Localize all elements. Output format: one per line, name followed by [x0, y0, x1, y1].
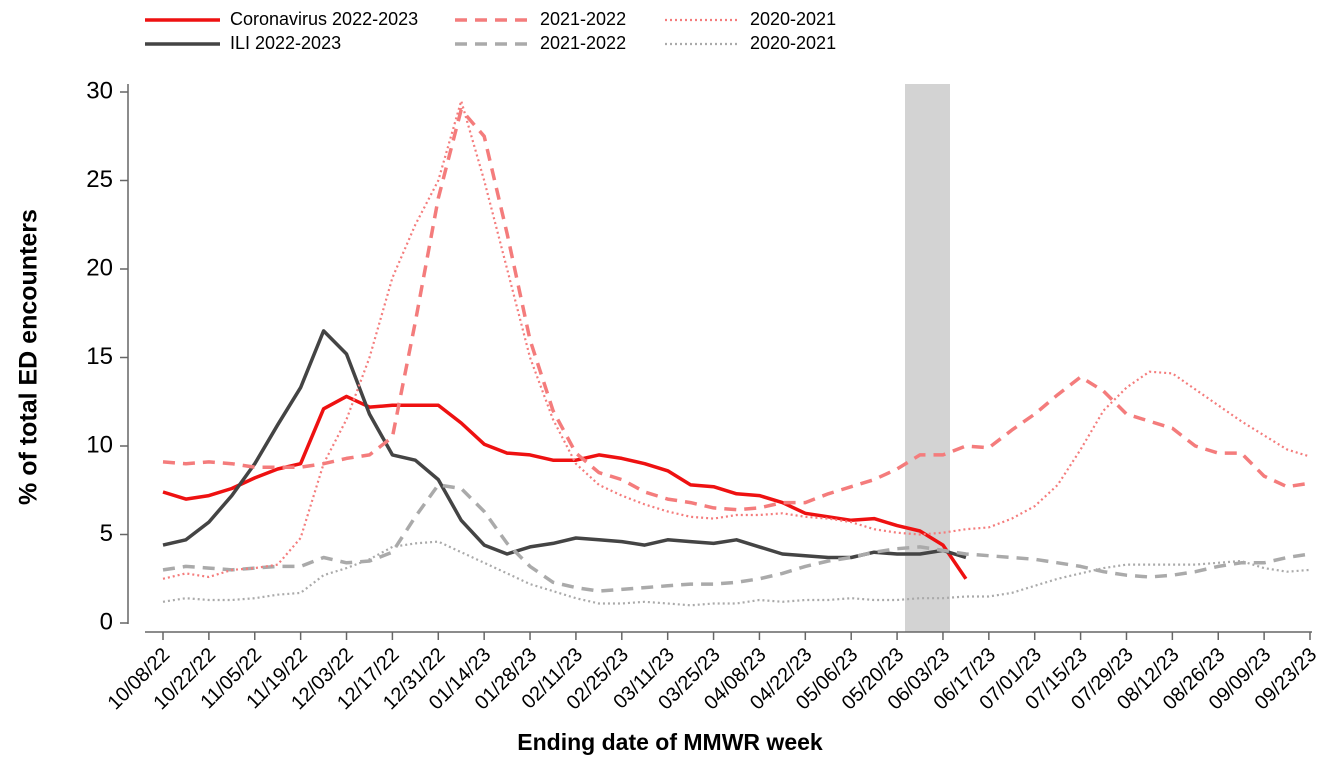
- shaded-band: [905, 84, 950, 632]
- legend-label: Coronavirus 2022-2023: [230, 9, 418, 29]
- y-tick-label: 5: [100, 520, 113, 547]
- legend-label: 2020-2021: [750, 9, 836, 29]
- legend-label: 2021-2022: [540, 9, 626, 29]
- legend-label: 2020-2021: [750, 33, 836, 53]
- y-axis-title: % of total ED encounters: [15, 209, 43, 505]
- y-tick-label: 0: [100, 608, 113, 635]
- legend-label: ILI 2022-2023: [230, 33, 341, 53]
- series-line: [162, 540, 1311, 607]
- series-line: [162, 107, 1311, 512]
- y-tick-label: 15: [86, 343, 113, 370]
- series-line: [162, 329, 967, 560]
- series-line: [162, 99, 1311, 580]
- series-line: [162, 394, 968, 580]
- y-tick-label: 20: [86, 254, 113, 281]
- y-tick-label: 30: [86, 77, 113, 104]
- series-line: [162, 483, 1311, 593]
- y-tick-label: 25: [86, 166, 113, 193]
- x-axis-title: Ending date of MMWR week: [517, 729, 823, 755]
- y-tick-label: 10: [86, 431, 113, 458]
- legend-label: 2021-2022: [540, 33, 626, 53]
